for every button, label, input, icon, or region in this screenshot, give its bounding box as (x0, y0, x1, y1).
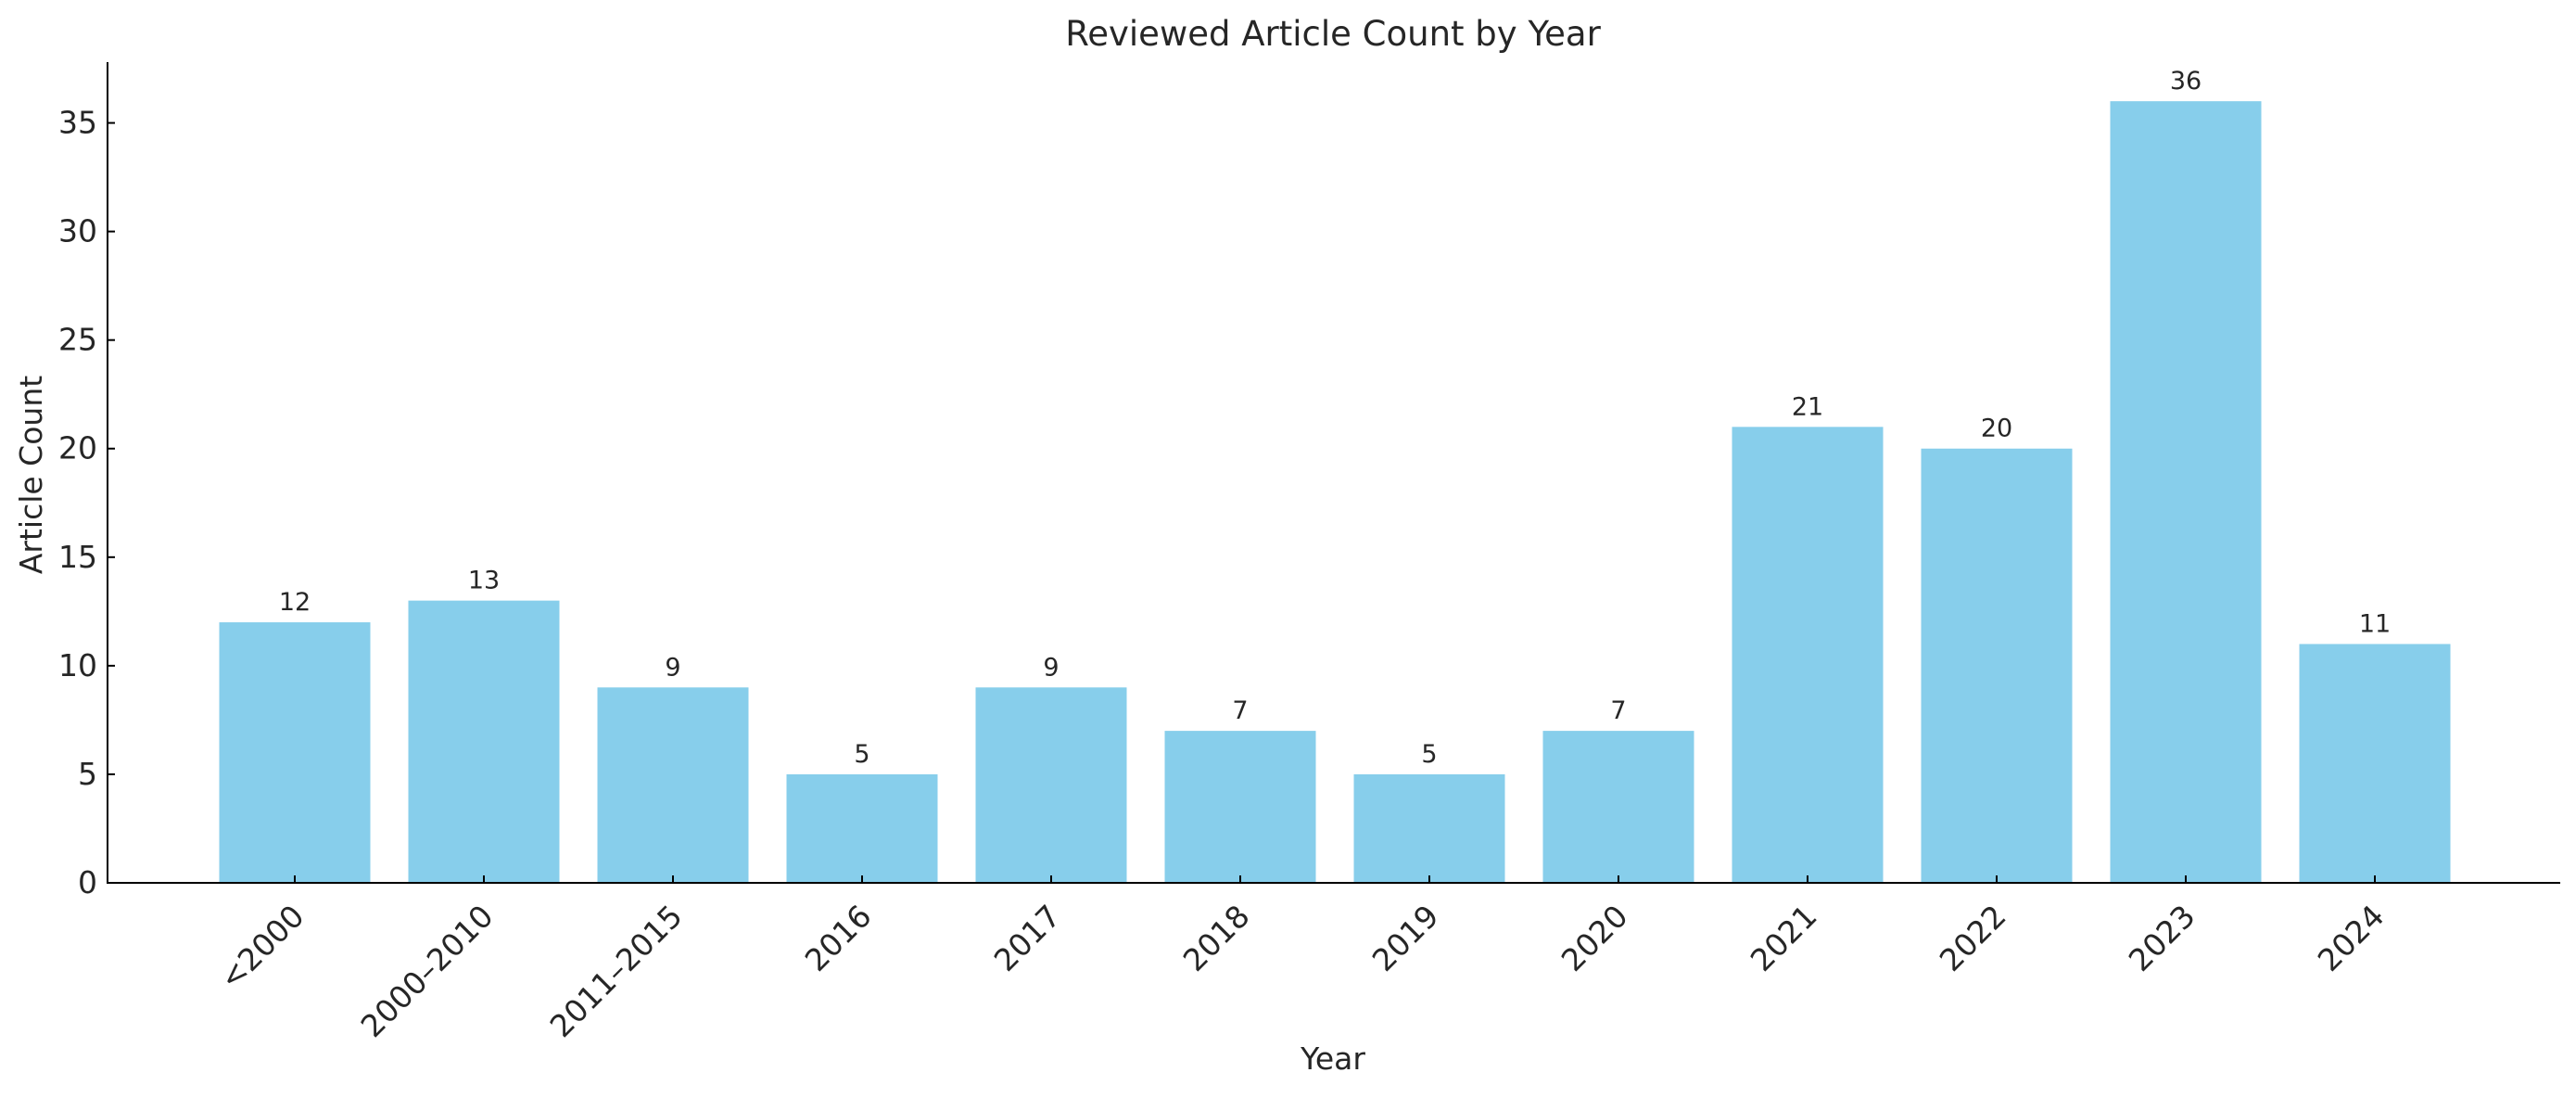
x-tick-label-9: 2022 (1933, 898, 2013, 978)
data-labels-layer: 12 13 9 5 9 7 5 7 21 20 36 11 (279, 67, 2391, 769)
bar-2 (597, 687, 749, 883)
y-axis: 0 5 10 15 20 25 30 35 (58, 62, 115, 900)
y-tick-label-1: 5 (78, 756, 97, 792)
x-tick-label-0: <2000 (212, 898, 311, 997)
data-label-4: 9 (1043, 653, 1059, 682)
y-tick-label-6: 30 (58, 213, 97, 249)
bar-5 (1164, 731, 1316, 883)
data-label-8: 21 (1792, 392, 1823, 421)
x-tick-label-5: 2018 (1176, 898, 1257, 978)
y-tick-label-2: 10 (58, 647, 97, 683)
data-label-2: 9 (665, 653, 680, 682)
bars-layer (219, 101, 2451, 883)
y-tick-label-4: 20 (58, 430, 97, 466)
bar-10 (2110, 101, 2262, 883)
x-axis: <2000 2000–2010 2011–2015 2016 2017 2018 2019 2… (107, 875, 2560, 1044)
bar-7 (1542, 731, 1694, 883)
x-tick-label-3: 2016 (798, 898, 879, 978)
x-tick-label-8: 2021 (1744, 898, 1824, 978)
bar-1 (408, 600, 560, 883)
data-label-0: 12 (279, 588, 311, 617)
data-label-7: 7 (1610, 696, 1626, 725)
data-label-3: 5 (854, 740, 869, 769)
data-label-11: 11 (2359, 609, 2391, 638)
x-axis-title: Year (1300, 1041, 1365, 1077)
data-label-1: 13 (468, 567, 500, 595)
x-tick-label-6: 2019 (1365, 898, 1446, 978)
x-tick-label-2: 2011–2015 (543, 898, 690, 1044)
y-axis-title: Article Count (13, 376, 49, 574)
bar-0 (219, 622, 371, 883)
bar-9 (1921, 448, 2073, 883)
bar-4 (975, 687, 1127, 883)
bar-11 (2299, 644, 2451, 883)
data-label-10: 36 (2170, 67, 2202, 96)
y-tick-label-3: 15 (58, 539, 97, 575)
data-label-5: 7 (1232, 696, 1248, 725)
y-tick-label-0: 0 (78, 864, 97, 900)
data-label-6: 5 (1421, 740, 1437, 769)
x-tick-label-1: 2000–2010 (354, 898, 501, 1044)
x-tick-label-10: 2023 (2122, 898, 2202, 978)
bar-3 (786, 773, 938, 883)
y-tick-label-5: 25 (58, 322, 97, 358)
data-label-9: 20 (1981, 415, 2012, 443)
bar-6 (1353, 773, 1505, 883)
y-tick-label-7: 35 (58, 105, 97, 141)
x-tick-label-11: 2024 (2311, 898, 2392, 978)
x-tick-label-4: 2017 (987, 898, 1068, 978)
x-tick-label-7: 2020 (1554, 898, 1635, 978)
bar-8 (1732, 427, 1884, 883)
chart-title: Reviewed Article Count by Year (1065, 14, 1601, 54)
